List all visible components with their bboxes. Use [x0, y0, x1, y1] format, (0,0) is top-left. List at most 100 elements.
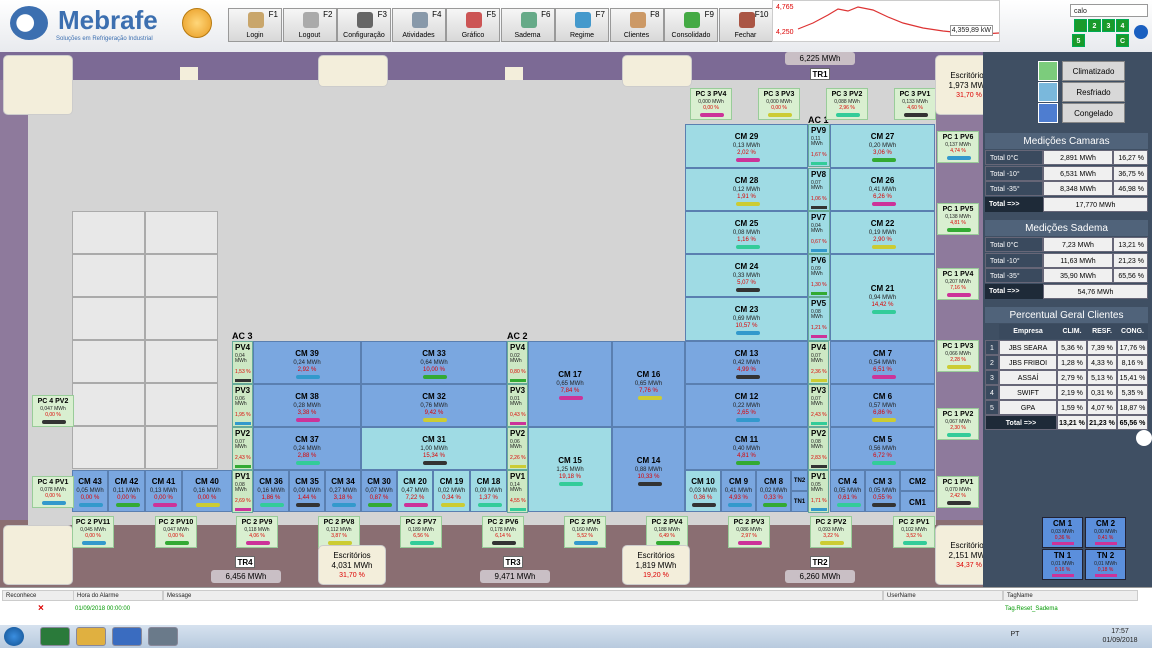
chamber-name: CM 3 — [872, 477, 893, 486]
legend-swatch — [1038, 61, 1058, 81]
tab-button[interactable]: 3 — [1102, 19, 1115, 32]
start-button[interactable] — [4, 627, 24, 646]
status-bar — [510, 465, 526, 468]
panel-energy: 0,000 MWh — [698, 99, 724, 105]
tab-button[interactable]: C — [1116, 34, 1129, 47]
button-icon — [411, 12, 428, 28]
empty-cell — [145, 211, 218, 254]
button-icon — [575, 12, 591, 28]
panel-pct: 5,52 % — [577, 533, 593, 539]
chamber-name: CM 36 — [259, 477, 283, 486]
cell-text: 7,23 MWh — [1062, 242, 1094, 249]
key-label: F10 — [754, 10, 769, 19]
lang-text: PT — [1010, 631, 1020, 638]
header-text: Reconhece — [6, 593, 37, 599]
table-cell: 8,16 % — [1117, 355, 1148, 370]
status-bar — [871, 309, 896, 314]
empty-cell — [72, 383, 145, 426]
status-bar — [735, 287, 760, 292]
empty-cell — [72, 211, 145, 254]
pv-energy: 0,04 MWh — [811, 223, 823, 234]
cell-text: JBS SEARA — [1008, 345, 1048, 352]
pv-energy: 0,08 MWh — [811, 439, 823, 450]
chamber: CM 27 0,20 MWh 3,06 % — [830, 124, 935, 168]
area-label: AC 2 — [507, 331, 533, 341]
chamber: CM 4 0,05 MWh 0,61 % — [830, 470, 865, 512]
panel-energy: 0,000 MWh — [766, 99, 792, 105]
panel-pct: 4,74 % — [950, 148, 966, 154]
status-bar — [903, 541, 927, 545]
office-pct: 31,70 % — [339, 572, 365, 579]
transformer-energy: 9,471 MWh — [480, 570, 550, 583]
status-bar — [762, 503, 787, 507]
total-text: 21,23 % — [1089, 420, 1115, 427]
status-bar — [1095, 542, 1117, 545]
status-bar — [196, 503, 220, 507]
chamber: CM 35 0,09 MWh 1,44 % — [289, 470, 325, 512]
pv-name: PV2 — [235, 429, 251, 438]
panel-pct: 6,49 % — [659, 533, 675, 539]
cell-text: Total -10° — [990, 170, 1020, 178]
table-cell: 7,39 % — [1087, 340, 1117, 355]
chamber-name: CM 27 — [870, 132, 895, 141]
pv-energy: 0,09 MWh — [811, 266, 823, 277]
task-icon[interactable] — [40, 627, 70, 646]
pv-pct: 2,43 % — [811, 412, 827, 418]
key-label: F8 — [650, 10, 660, 19]
info-button[interactable] — [1134, 25, 1148, 39]
chamber-pct: 0,00 % — [117, 495, 136, 501]
chamber-name: CM 15 — [558, 455, 582, 465]
chamber: CM 40 0,16 MWh 0,00 % — [182, 470, 232, 512]
trend-max: 4,765 — [776, 4, 794, 11]
chamber: CM 24 0,33 MWh 5,07 % — [685, 254, 808, 297]
cell-text: 1,59 % — [1061, 405, 1083, 412]
header-text: CLIM. — [1062, 328, 1082, 335]
transformer-label: TR2 — [810, 556, 830, 568]
panel-pct: 4,06 % — [249, 533, 265, 539]
search-box[interactable]: calo — [1070, 4, 1148, 17]
chamber-pct: 6,51 % — [873, 366, 892, 373]
cell-text: 4,07 % — [1091, 405, 1113, 412]
side-toggle[interactable] — [1136, 430, 1152, 446]
chamber-pct: 0,00 % — [80, 495, 100, 501]
panel-name: PC 3 PV2 — [831, 91, 863, 98]
status-bar — [871, 158, 896, 162]
panel-name: PC 2 PV4 — [651, 519, 683, 526]
tab-button[interactable]: 5 — [1072, 34, 1085, 47]
chamber-pct: 10,33 % — [637, 473, 660, 480]
panel: PC 1 PV2 0,067 MWh 2,30 % — [937, 408, 979, 440]
task-icon[interactable] — [76, 627, 106, 646]
chamber-name: CM2 — [909, 476, 926, 486]
task-icon[interactable] — [148, 627, 178, 646]
total-label: Total =>> — [989, 287, 1020, 295]
chamber-name: CM 7 — [872, 348, 893, 358]
pv-pct: 0,80 % — [510, 369, 526, 375]
pv-column: PV1 0,14 MWh 4,55 % — [507, 470, 528, 513]
tab-label: 5 — [1076, 38, 1081, 45]
chamber: CM 38 0,28 MWh 3,38 % — [253, 384, 361, 427]
chamber: CM 16 0,65 MWh 7,76 % — [612, 341, 685, 427]
pv-column: PV2 0,07 MWh 2,43 % — [232, 427, 253, 470]
chamber-name: CM 30 — [367, 477, 391, 486]
chamber-pct: 0,33 % — [764, 495, 783, 501]
table-cell: 13,21 % — [1057, 415, 1087, 430]
pv-column: PV1 0,05 MWh 1,71 % — [808, 470, 829, 513]
status-bar — [296, 460, 320, 465]
legend-label: Resfriado — [1062, 82, 1125, 102]
chamber-energy: 0,24 MWh — [293, 445, 321, 452]
pv-name: PV7 — [811, 213, 827, 222]
chamber-energy: 0,02 MWh — [759, 488, 788, 494]
panel-name: PC 2 PV1 — [898, 519, 930, 526]
tab-button[interactable]: 2 — [1088, 19, 1101, 32]
table-cell: 5,13 % — [1087, 370, 1117, 385]
button-label: Atividades — [402, 32, 435, 39]
table-title: Percentual Geral Clientes — [985, 307, 1148, 323]
chamber-name: CM 20 — [403, 477, 427, 486]
cell-text: Total 0°C — [990, 155, 1019, 162]
search-text: calo — [1074, 8, 1087, 15]
table-cell: 2,19 % — [1057, 385, 1087, 400]
task-icon[interactable] — [112, 627, 142, 646]
home-button[interactable] — [182, 8, 212, 38]
pv-energy: 0,06 MWh — [510, 439, 522, 450]
tab-button[interactable]: 4 — [1116, 19, 1129, 32]
